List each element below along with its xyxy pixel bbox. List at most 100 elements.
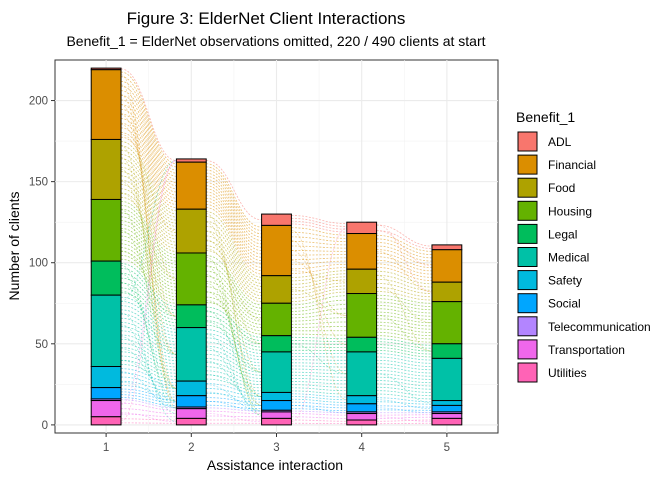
flow-line [206,392,262,400]
flow-line [206,185,262,251]
legend-label-transportation: Transportation [548,343,625,357]
flow-line [376,353,432,361]
flow-line [120,108,177,190]
flow-line [291,282,347,292]
flow-line [121,313,177,343]
flow-line [376,315,432,324]
legend-label-adl: ADL [548,135,572,149]
legend-label-utilities: Utilities [548,366,587,380]
flow-line [206,213,262,406]
flow-line [291,343,347,375]
flow-line [376,373,432,380]
flow-line [206,250,262,303]
flow-line [291,220,347,230]
flow-line [206,169,262,235]
flow-line [121,296,177,330]
flow-line [291,270,347,282]
flow-line [291,276,347,285]
flow-line [291,285,347,296]
flow-line [121,372,177,386]
flow-line [121,277,177,317]
flow-line [206,255,262,306]
flow-line [376,321,432,330]
x-tick-label: 5 [444,442,450,454]
flow-line [121,247,177,294]
flow-line [291,408,347,411]
flow-line [291,365,347,368]
legend-label-safety: Safety [548,274,582,288]
bar-segment-housing [90,198,122,262]
flow-line [120,68,177,161]
flow-line [206,160,262,221]
flow-line [121,258,177,304]
bar-segment-food [431,281,463,303]
bar-segment-financial [90,69,122,140]
flow-line [376,249,432,265]
flow-line [376,376,432,384]
flow-line [376,338,432,346]
legend-key-medical [517,247,538,267]
flow-line [376,359,432,367]
flow-line [376,393,432,400]
flow-line [121,243,177,291]
flow-line [206,374,262,389]
flow-line [121,290,177,355]
flow-line [376,405,432,408]
flow-line [376,287,432,324]
legend-key-housing [517,200,538,221]
flow-line [206,362,262,379]
bar-segment-legal [261,335,292,353]
flow-line [376,366,432,374]
flow-line [291,231,347,239]
legend-key-utilities [517,362,538,383]
flow-line [206,360,262,406]
flow-line [291,381,347,385]
bar-segment-legal [90,260,122,296]
flow-line [291,304,347,312]
bar-segment-medical [346,351,378,397]
flow-line [291,401,347,406]
flow-line [291,217,347,227]
flow-line [291,308,347,316]
flow-line [376,274,432,352]
legend-label-food: Food [548,181,575,195]
bar-segment-adl [431,244,463,251]
flow-line [206,191,262,258]
flow-line [206,337,262,361]
flow-line [121,192,177,249]
bar-segment-medical [261,351,292,393]
x-axis: 1 2 3 4 5 [103,433,450,454]
flow-lines [120,68,432,425]
x-tick-label: 3 [273,442,279,454]
legend-label-housing: Housing [548,204,592,218]
flow-line [376,234,432,252]
flow-line [120,136,177,209]
flow-line [291,279,347,289]
flow-line [206,306,262,338]
flow-line [121,376,177,389]
flow-line [206,166,262,231]
flow-line [121,251,177,298]
bar-segment-social [346,403,378,413]
flow-line [206,383,262,395]
flow-line [121,231,177,281]
flow-line [376,347,432,355]
flow-line [376,401,432,405]
flow-line [121,254,177,301]
legend-key-legal [517,223,538,244]
flow-line [376,416,432,419]
flow-line [206,286,262,325]
flow-line [206,397,262,403]
flow-line [291,250,347,252]
flow-line [206,230,262,290]
flow-line [121,149,177,218]
flow-line [291,393,347,398]
flow-line [121,412,177,422]
flow-line [291,362,347,365]
flow-line [291,398,347,403]
flow-line [121,391,177,401]
flow-line [121,272,177,314]
legend-label-financial: Financial [548,158,596,172]
bar-segment-medical [431,357,463,402]
flow-line [376,390,432,397]
